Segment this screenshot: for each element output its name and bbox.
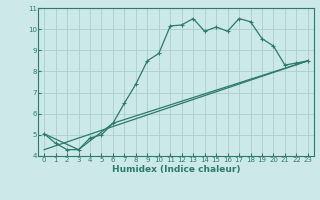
X-axis label: Humidex (Indice chaleur): Humidex (Indice chaleur) [112,165,240,174]
